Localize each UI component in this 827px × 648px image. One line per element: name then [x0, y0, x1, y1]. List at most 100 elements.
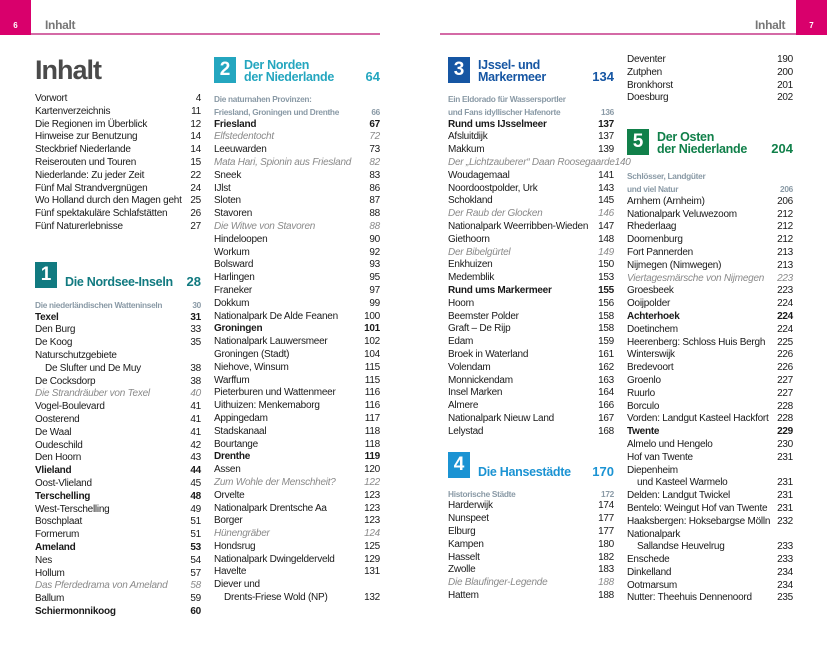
toc-entry[interactable]: Fünf spektakuläre Schlafstätten 26: [35, 208, 201, 221]
toc-entry[interactable]: Nationalpark Lauwersmeer 102: [214, 336, 380, 349]
toc-entry[interactable]: Dokkum 99: [214, 298, 380, 311]
toc-entry[interactable]: Kartenverzeichnis 11: [35, 106, 201, 119]
toc-entry[interactable]: Hondsrug 125: [214, 541, 380, 554]
toc-entry[interactable]: Bolsward 93: [214, 259, 380, 272]
toc-entry[interactable]: Volendam 162: [448, 362, 614, 375]
toc-entry[interactable]: Hollum 57: [35, 568, 201, 581]
toc-entry[interactable]: Oosterend 41: [35, 414, 201, 427]
toc-entry[interactable]: Ooijpolder 224: [627, 298, 793, 311]
toc-entry[interactable]: Niehove, Winsum 115: [214, 362, 380, 375]
toc-entry[interactable]: Oudeschild 42: [35, 440, 201, 453]
toc-entry[interactable]: Hattem 188: [448, 590, 614, 603]
toc-entry[interactable]: Almere 166: [448, 400, 614, 413]
toc-entry[interactable]: Haaksbergen: Hoksebargse Mölln 232: [627, 516, 793, 529]
toc-entry[interactable]: Borculo 228: [627, 401, 793, 414]
toc-entry[interactable]: und viel Natur 206: [627, 183, 793, 196]
toc-entry[interactable]: Terschelling 48: [35, 491, 201, 504]
toc-entry[interactable]: Mata Hari, Spionin aus Friesland 82: [214, 157, 380, 170]
toc-entry[interactable]: Drents-Friese Wold (NP) 132: [214, 592, 380, 605]
section-header-1[interactable]: 1 Die Nordsee-Inseln 28: [35, 260, 201, 288]
toc-entry[interactable]: Winterswijk 226: [627, 349, 793, 362]
toc-entry[interactable]: Fünf Naturerlebnisse 27: [35, 221, 201, 234]
toc-entry[interactable]: Diepenheim: [627, 465, 793, 478]
toc-entry[interactable]: Nes 54: [35, 555, 201, 568]
toc-entry[interactable]: Groningen 101: [214, 323, 380, 336]
toc-entry[interactable]: Naturschutzgebiete: [35, 350, 201, 363]
toc-entry[interactable]: Die Witwe von Stavoren 88: [214, 221, 380, 234]
toc-entry[interactable]: Enschede 233: [627, 554, 793, 567]
toc-entry[interactable]: Afsluitdijk 137: [448, 131, 614, 144]
toc-entry[interactable]: Nijmegen (Nimwegen) 213: [627, 260, 793, 273]
toc-entry[interactable]: Medemblik 153: [448, 272, 614, 285]
toc-entry[interactable]: Nationalpark Dwingelderveld 129: [214, 554, 380, 567]
toc-entry[interactable]: Formerum 51: [35, 529, 201, 542]
toc-entry[interactable]: Nationalpark De Alde Feanen 100: [214, 311, 380, 324]
toc-entry[interactable]: Hünengräber 124: [214, 528, 380, 541]
toc-entry[interactable]: Niederlande: Zu jeder Zeit 22: [35, 170, 201, 183]
toc-entry[interactable]: Ein Eldorado für Wassersportler: [448, 93, 614, 106]
toc-entry[interactable]: Wo Holland durch den Magen geht 25: [35, 195, 201, 208]
toc-entry[interactable]: Rhederlaag 212: [627, 221, 793, 234]
toc-entry[interactable]: Der „Lichtzauberer“ Daan Roosegaarde 140: [448, 157, 631, 170]
toc-entry[interactable]: Zum Wohle der Menschheit? 122: [214, 477, 380, 490]
toc-entry[interactable]: Schlösser, Landgüter: [627, 170, 793, 183]
toc-entry[interactable]: Groenlo 227: [627, 375, 793, 388]
toc-entry[interactable]: Assen 120: [214, 464, 380, 477]
toc-entry[interactable]: Ootmarsum 234: [627, 580, 793, 593]
toc-entry[interactable]: Uithuizen: Menkemaborg 116: [214, 400, 380, 413]
toc-entry[interactable]: Friesland, Groningen und Drenthe 66: [214, 106, 380, 119]
toc-entry[interactable]: Oost-Vlieland 45: [35, 478, 201, 491]
toc-entry[interactable]: Monnickendam 163: [448, 375, 614, 388]
toc-entry[interactable]: Lelystad 168: [448, 426, 614, 439]
toc-entry[interactable]: Diever und: [214, 579, 380, 592]
toc-entry[interactable]: Die naturnahen Provinzen:: [214, 93, 380, 106]
toc-entry[interactable]: Elfstedentocht 72: [214, 131, 380, 144]
toc-entry[interactable]: Orvelte 123: [214, 490, 380, 503]
toc-entry[interactable]: Sloten 87: [214, 195, 380, 208]
toc-entry[interactable]: Broek in Waterland 161: [448, 349, 614, 362]
toc-entry[interactable]: Die Strandräuber von Texel 40: [35, 388, 201, 401]
toc-entry[interactable]: Bredevoort 226: [627, 362, 793, 375]
toc-entry[interactable]: Doesburg 202: [627, 92, 793, 105]
toc-entry[interactable]: Ameland 53: [35, 542, 201, 555]
section-header-5[interactable]: 5 Der Osten der Niederlande 204: [627, 127, 793, 155]
toc-entry[interactable]: Den Burg 33: [35, 324, 201, 337]
toc-entry[interactable]: Vlieland 44: [35, 465, 201, 478]
toc-entry[interactable]: Warffum 115: [214, 375, 380, 388]
toc-entry[interactable]: Kampen 180: [448, 539, 614, 552]
toc-entry[interactable]: Graft – De Rijp 158: [448, 323, 614, 336]
toc-entry[interactable]: Hindeloopen 90: [214, 234, 380, 247]
toc-entry[interactable]: Der Raub der Glocken 146: [448, 208, 614, 221]
toc-entry[interactable]: De Waal 41: [35, 427, 201, 440]
toc-entry[interactable]: Die Blaufinger-Legende 188: [448, 577, 614, 590]
toc-entry[interactable]: Groesbeek 223: [627, 285, 793, 298]
toc-entry[interactable]: Rund ums IJsselmeer 137: [448, 119, 614, 132]
toc-entry[interactable]: Nutter: Theehuis Dennenoord 235: [627, 592, 793, 605]
toc-entry[interactable]: Hasselt 182: [448, 552, 614, 565]
toc-entry[interactable]: Appingedam 117: [214, 413, 380, 426]
toc-entry[interactable]: Achterhoek 224: [627, 311, 793, 324]
section-header-2[interactable]: 2 Der Norden der Niederlande 64: [214, 55, 380, 83]
toc-entry[interactable]: Schiermonnikoog 60: [35, 606, 201, 619]
toc-entry[interactable]: Deventer 190: [627, 54, 793, 67]
toc-entry[interactable]: Bentelo: Weingut Hof van Twente 231: [627, 503, 793, 516]
toc-entry[interactable]: Steckbrief Niederlande 14: [35, 144, 201, 157]
section-header-3[interactable]: 3 IJssel- und Markermeer 134: [448, 55, 614, 83]
toc-entry[interactable]: Den Hoorn 43: [35, 452, 201, 465]
toc-entry[interactable]: Vorden: Landgut Kasteel Hackfort 228: [627, 413, 793, 426]
toc-entry[interactable]: Vogel-Boulevard 41: [35, 401, 201, 414]
toc-entry[interactable]: De Slufter und De Muy 38: [35, 363, 201, 376]
toc-entry[interactable]: Ballum 59: [35, 593, 201, 606]
toc-entry[interactable]: Dinkelland 234: [627, 567, 793, 580]
toc-entry[interactable]: Rund ums Markermeer 155: [448, 285, 614, 298]
toc-entry[interactable]: Friesland 67: [214, 119, 380, 132]
toc-entry[interactable]: Almelo und Hengelo 230: [627, 439, 793, 452]
toc-entry[interactable]: Boschplaat 51: [35, 516, 201, 529]
toc-entry[interactable]: und Fans idyllischer Hafenorte 136: [448, 106, 614, 119]
toc-entry[interactable]: Sallandse Heuvelrug 233: [627, 541, 793, 554]
toc-entry[interactable]: Leeuwarden 73: [214, 144, 380, 157]
toc-entry[interactable]: Stadskanaal 118: [214, 426, 380, 439]
toc-entry[interactable]: Giethoorn 148: [448, 234, 614, 247]
toc-entry[interactable]: Der Bibelgürtel 149: [448, 247, 614, 260]
toc-entry[interactable]: Borger 123: [214, 515, 380, 528]
